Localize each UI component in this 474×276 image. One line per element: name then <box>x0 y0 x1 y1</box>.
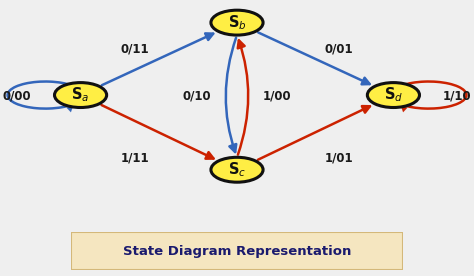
Text: 0/11: 0/11 <box>121 42 149 55</box>
Circle shape <box>211 10 263 35</box>
Text: S$_d$: S$_d$ <box>384 86 403 104</box>
Text: S$_a$: S$_a$ <box>72 86 90 104</box>
Text: 0/00: 0/00 <box>2 90 31 103</box>
Text: 0/10: 0/10 <box>182 90 211 103</box>
Text: 1/01: 1/01 <box>325 152 353 165</box>
Text: State Diagram Representation: State Diagram Representation <box>123 245 351 258</box>
Text: 0/01: 0/01 <box>325 42 353 55</box>
Circle shape <box>367 83 419 108</box>
Text: 1/10: 1/10 <box>443 90 472 103</box>
Text: 1/11: 1/11 <box>121 152 149 165</box>
Circle shape <box>55 83 107 108</box>
Text: S$_b$: S$_b$ <box>228 13 246 32</box>
Circle shape <box>211 157 263 182</box>
FancyBboxPatch shape <box>71 232 403 270</box>
Text: S$_c$: S$_c$ <box>228 160 246 179</box>
Text: 1/00: 1/00 <box>263 90 292 103</box>
